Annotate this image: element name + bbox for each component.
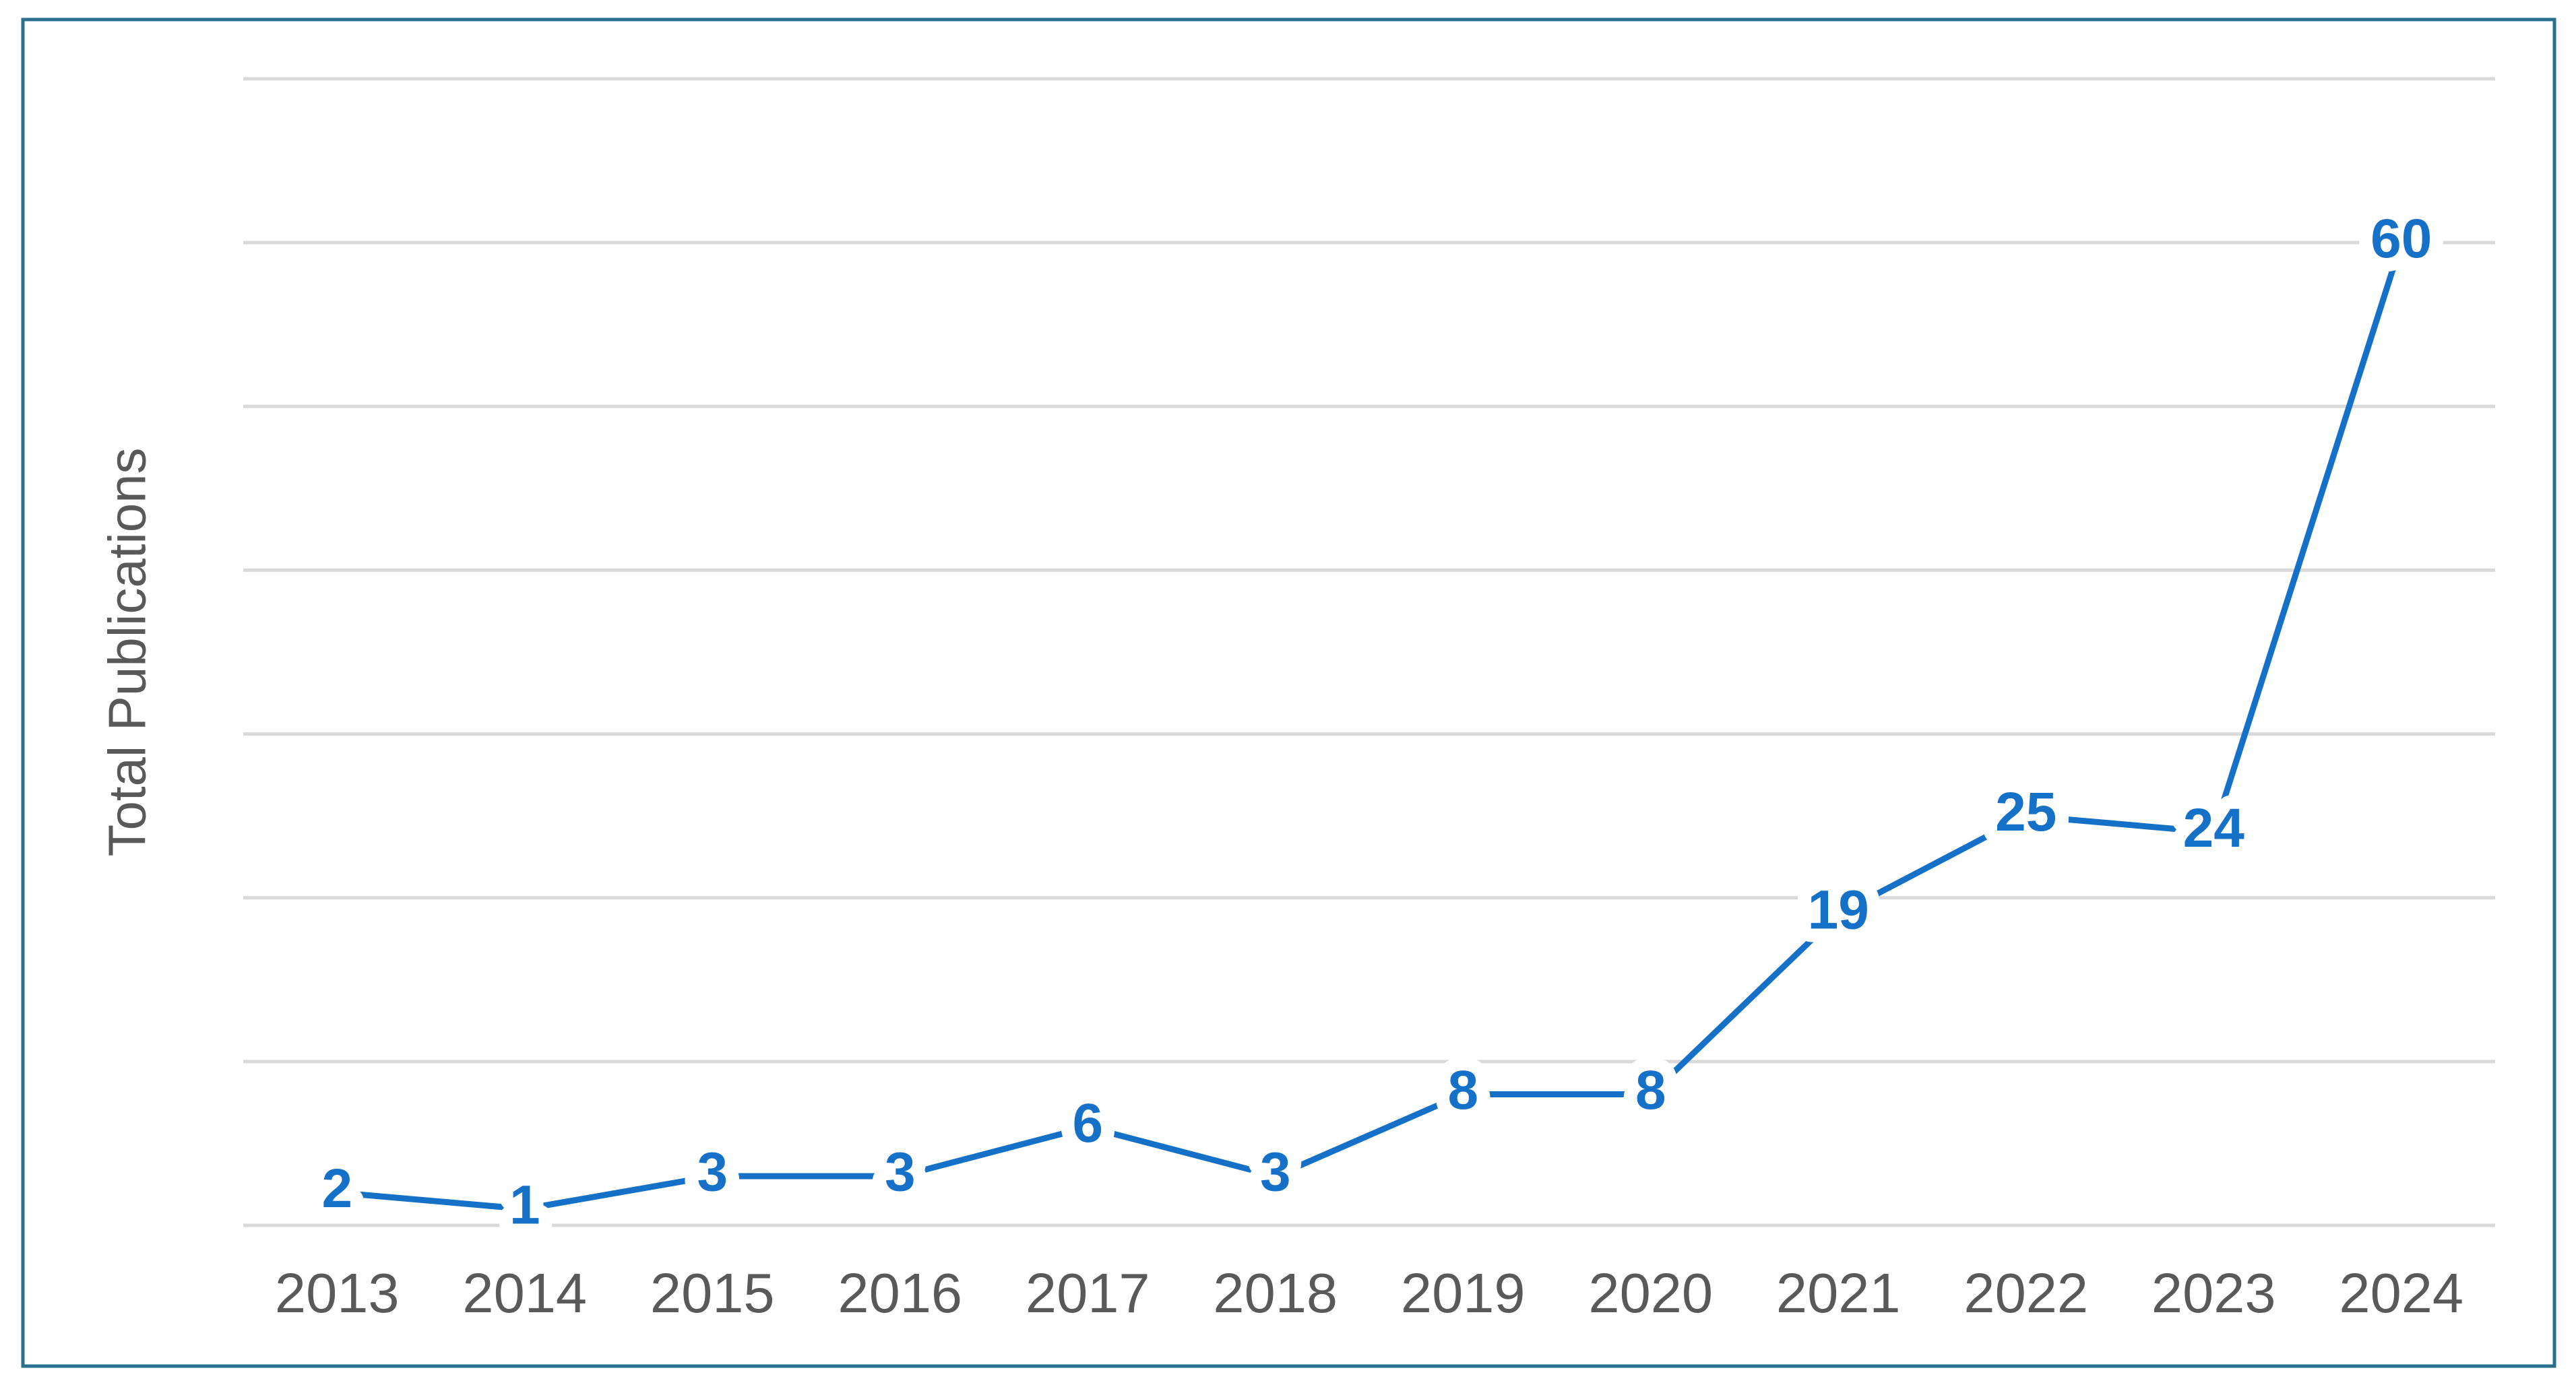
- data-line: [336, 241, 2405, 1213]
- x-tick-label: 2017: [1026, 1262, 1150, 1324]
- data-label: 2: [321, 1158, 352, 1219]
- x-tick-label: 2018: [1213, 1262, 1338, 1324]
- x-tick-label: 2024: [2339, 1262, 2463, 1324]
- x-tick-label: 2021: [1776, 1262, 1901, 1324]
- data-label: 25: [1995, 781, 2056, 843]
- data-label: 3: [697, 1142, 728, 1203]
- data-label: 3: [885, 1142, 916, 1203]
- data-label: 19: [1808, 880, 1869, 941]
- data-label: 1: [509, 1174, 540, 1235]
- x-tick-label: 2023: [2151, 1262, 2276, 1324]
- x-tick-label: 2014: [462, 1262, 587, 1324]
- x-tick-label: 2015: [650, 1262, 775, 1324]
- x-tick-label: 2020: [1588, 1262, 1713, 1324]
- data-label: 3: [1260, 1142, 1291, 1203]
- data-label: 8: [1447, 1060, 1478, 1121]
- x-tick-label: 2013: [275, 1262, 400, 1324]
- x-tick-label: 2022: [1964, 1262, 2088, 1324]
- data-label: 8: [1635, 1060, 1666, 1121]
- x-tick-label: 2016: [838, 1262, 962, 1324]
- data-label: 60: [2370, 208, 2432, 269]
- data-label: 24: [2183, 798, 2245, 859]
- y-axis-title: Total Publications: [98, 447, 157, 856]
- data-label: 6: [1072, 1093, 1103, 1154]
- x-tick-label: 2019: [1401, 1262, 1526, 1324]
